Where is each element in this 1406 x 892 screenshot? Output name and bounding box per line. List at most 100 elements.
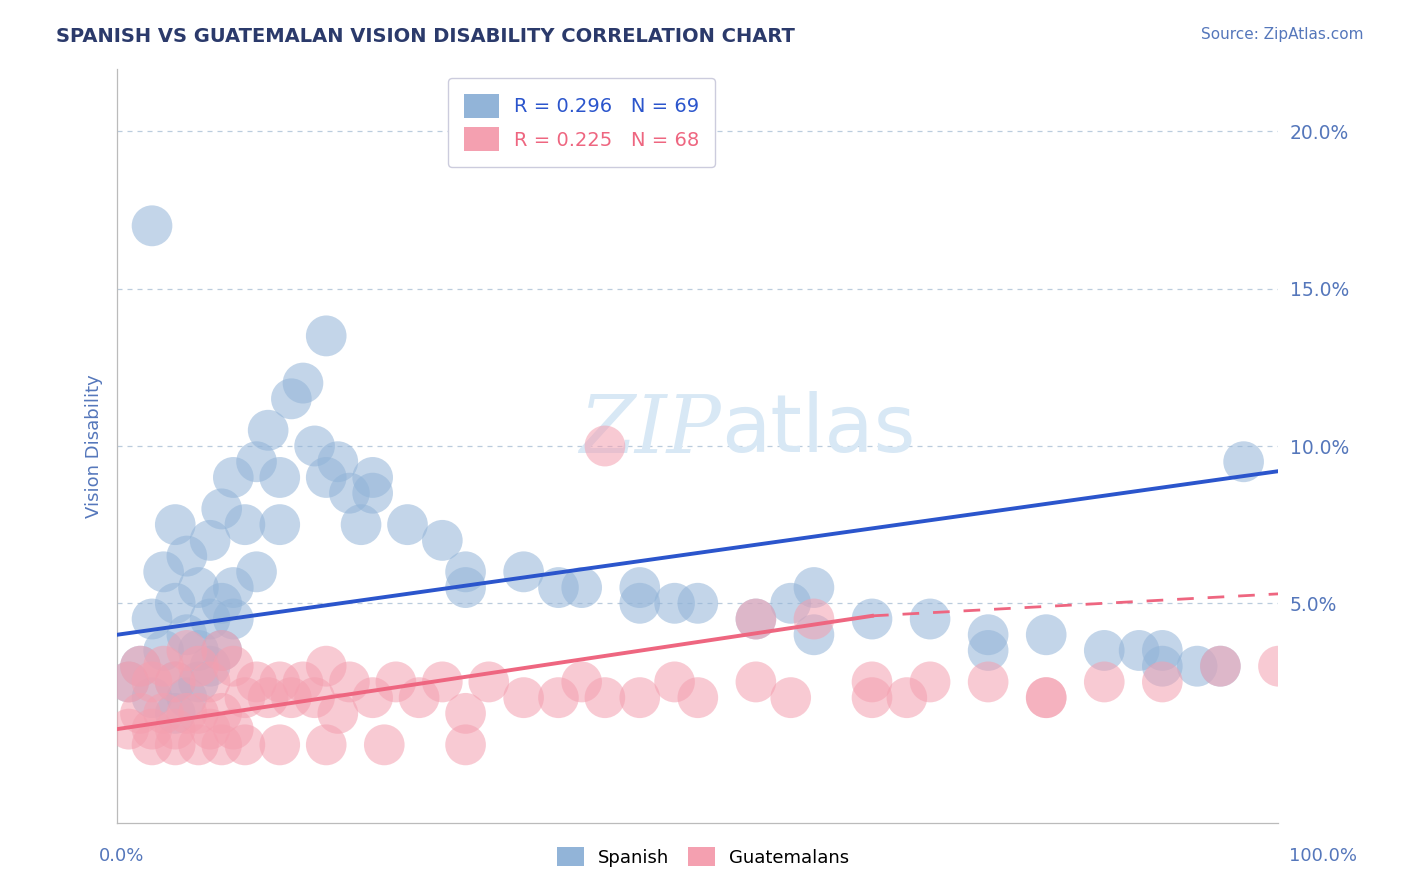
Ellipse shape	[318, 442, 359, 483]
Ellipse shape	[201, 630, 242, 671]
Ellipse shape	[179, 693, 219, 734]
Ellipse shape	[468, 662, 509, 702]
Ellipse shape	[446, 567, 486, 608]
Ellipse shape	[166, 677, 207, 718]
Ellipse shape	[143, 551, 184, 592]
Ellipse shape	[735, 662, 776, 702]
Text: Source: ZipAtlas.com: Source: ZipAtlas.com	[1201, 27, 1364, 42]
Ellipse shape	[793, 615, 834, 656]
Ellipse shape	[1142, 646, 1182, 687]
Ellipse shape	[155, 693, 195, 734]
Ellipse shape	[190, 599, 231, 640]
Ellipse shape	[538, 567, 579, 608]
Ellipse shape	[307, 646, 346, 687]
Ellipse shape	[143, 646, 184, 687]
Ellipse shape	[108, 708, 149, 749]
Ellipse shape	[967, 662, 1008, 702]
Ellipse shape	[1084, 662, 1125, 702]
Ellipse shape	[225, 677, 266, 718]
Ellipse shape	[887, 677, 927, 718]
Ellipse shape	[793, 599, 834, 640]
Ellipse shape	[793, 567, 834, 608]
Ellipse shape	[364, 724, 405, 765]
Ellipse shape	[283, 363, 323, 403]
Text: atlas: atlas	[721, 392, 915, 469]
Ellipse shape	[1026, 677, 1067, 718]
Ellipse shape	[1026, 615, 1067, 656]
Ellipse shape	[307, 316, 346, 356]
Ellipse shape	[329, 662, 370, 702]
Ellipse shape	[179, 724, 219, 765]
Ellipse shape	[353, 457, 394, 498]
Ellipse shape	[1201, 646, 1240, 687]
Ellipse shape	[247, 409, 288, 450]
Ellipse shape	[852, 599, 893, 640]
Ellipse shape	[166, 630, 207, 671]
Ellipse shape	[294, 677, 335, 718]
Ellipse shape	[120, 693, 160, 734]
Ellipse shape	[260, 662, 299, 702]
Ellipse shape	[260, 504, 299, 545]
Ellipse shape	[294, 425, 335, 467]
Y-axis label: Vision Disability: Vision Disability	[86, 374, 103, 518]
Ellipse shape	[120, 646, 160, 687]
Ellipse shape	[1177, 646, 1218, 687]
Ellipse shape	[735, 599, 776, 640]
Ellipse shape	[283, 662, 323, 702]
Ellipse shape	[503, 551, 544, 592]
Ellipse shape	[910, 599, 950, 640]
Ellipse shape	[132, 599, 173, 640]
Ellipse shape	[620, 567, 659, 608]
Ellipse shape	[678, 677, 718, 718]
Ellipse shape	[1201, 646, 1240, 687]
Ellipse shape	[155, 662, 195, 702]
Ellipse shape	[190, 708, 231, 749]
Ellipse shape	[143, 693, 184, 734]
Legend: Spanish, Guatemalans: Spanish, Guatemalans	[550, 840, 856, 874]
Text: 100.0%: 100.0%	[1289, 847, 1357, 865]
Ellipse shape	[1026, 677, 1067, 718]
Ellipse shape	[155, 662, 195, 702]
Ellipse shape	[212, 457, 253, 498]
Ellipse shape	[108, 662, 149, 702]
Ellipse shape	[620, 677, 659, 718]
Ellipse shape	[307, 724, 346, 765]
Ellipse shape	[852, 677, 893, 718]
Ellipse shape	[190, 662, 231, 702]
Ellipse shape	[967, 615, 1008, 656]
Ellipse shape	[446, 693, 486, 734]
Ellipse shape	[538, 677, 579, 718]
Ellipse shape	[446, 724, 486, 765]
Ellipse shape	[561, 662, 602, 702]
Ellipse shape	[212, 567, 253, 608]
Ellipse shape	[225, 504, 266, 545]
Ellipse shape	[654, 582, 695, 624]
Ellipse shape	[735, 599, 776, 640]
Text: ZIP: ZIP	[579, 392, 721, 469]
Ellipse shape	[422, 662, 463, 702]
Ellipse shape	[1142, 662, 1182, 702]
Ellipse shape	[678, 582, 718, 624]
Ellipse shape	[155, 724, 195, 765]
Ellipse shape	[910, 662, 950, 702]
Ellipse shape	[166, 536, 207, 576]
Ellipse shape	[852, 662, 893, 702]
Ellipse shape	[155, 504, 195, 545]
Ellipse shape	[353, 677, 394, 718]
Ellipse shape	[201, 724, 242, 765]
Text: SPANISH VS GUATEMALAN VISION DISABILITY CORRELATION CHART: SPANISH VS GUATEMALAN VISION DISABILITY …	[56, 27, 796, 45]
Ellipse shape	[353, 473, 394, 514]
Ellipse shape	[236, 662, 277, 702]
Ellipse shape	[387, 504, 427, 545]
Ellipse shape	[340, 504, 381, 545]
Ellipse shape	[166, 615, 207, 656]
Ellipse shape	[179, 567, 219, 608]
Ellipse shape	[201, 489, 242, 529]
Ellipse shape	[132, 708, 173, 749]
Ellipse shape	[770, 582, 811, 624]
Ellipse shape	[260, 457, 299, 498]
Ellipse shape	[236, 551, 277, 592]
Ellipse shape	[503, 677, 544, 718]
Ellipse shape	[120, 646, 160, 687]
Ellipse shape	[1119, 630, 1160, 671]
